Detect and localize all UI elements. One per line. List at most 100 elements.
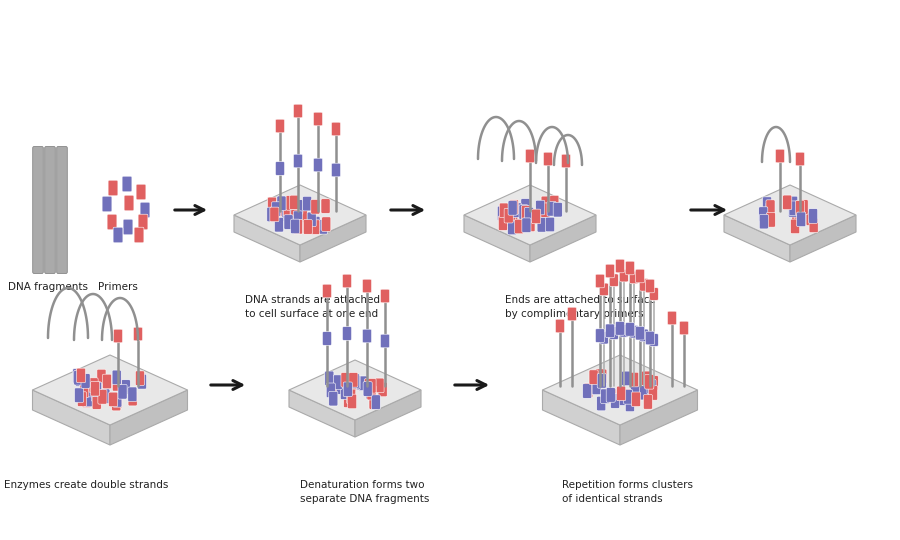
Polygon shape: [110, 390, 187, 445]
FancyBboxPatch shape: [498, 206, 507, 221]
FancyBboxPatch shape: [650, 288, 658, 300]
FancyBboxPatch shape: [606, 264, 615, 278]
FancyBboxPatch shape: [766, 213, 776, 227]
FancyBboxPatch shape: [631, 386, 640, 400]
FancyBboxPatch shape: [103, 374, 112, 389]
FancyBboxPatch shape: [334, 380, 343, 394]
FancyBboxPatch shape: [364, 379, 373, 393]
FancyBboxPatch shape: [325, 371, 334, 386]
FancyBboxPatch shape: [515, 219, 524, 234]
FancyBboxPatch shape: [544, 152, 553, 166]
FancyBboxPatch shape: [109, 392, 118, 407]
FancyBboxPatch shape: [107, 214, 117, 230]
FancyBboxPatch shape: [112, 376, 122, 391]
FancyBboxPatch shape: [113, 329, 122, 343]
FancyBboxPatch shape: [562, 154, 571, 168]
FancyBboxPatch shape: [122, 380, 130, 394]
FancyBboxPatch shape: [290, 195, 299, 210]
Polygon shape: [32, 355, 187, 425]
FancyBboxPatch shape: [81, 374, 90, 388]
Text: Primers: Primers: [98, 282, 138, 292]
FancyBboxPatch shape: [375, 378, 384, 393]
FancyBboxPatch shape: [310, 217, 320, 231]
FancyBboxPatch shape: [796, 200, 805, 215]
FancyBboxPatch shape: [522, 218, 531, 233]
FancyBboxPatch shape: [630, 271, 638, 284]
Text: DNA strands are attached
to cell surface at one end: DNA strands are attached to cell surface…: [245, 295, 380, 319]
FancyBboxPatch shape: [618, 391, 627, 406]
FancyBboxPatch shape: [363, 382, 373, 396]
FancyBboxPatch shape: [113, 227, 123, 243]
FancyBboxPatch shape: [76, 372, 85, 386]
FancyBboxPatch shape: [102, 196, 112, 212]
FancyBboxPatch shape: [73, 369, 82, 383]
FancyBboxPatch shape: [340, 385, 349, 400]
FancyBboxPatch shape: [128, 392, 137, 406]
FancyBboxPatch shape: [599, 283, 608, 296]
FancyBboxPatch shape: [790, 219, 800, 234]
FancyBboxPatch shape: [346, 389, 356, 404]
FancyBboxPatch shape: [626, 261, 634, 275]
FancyBboxPatch shape: [367, 379, 376, 393]
FancyBboxPatch shape: [645, 331, 654, 345]
FancyBboxPatch shape: [45, 146, 55, 273]
FancyBboxPatch shape: [626, 397, 634, 411]
FancyBboxPatch shape: [508, 208, 518, 223]
FancyBboxPatch shape: [371, 395, 381, 409]
FancyBboxPatch shape: [32, 146, 43, 273]
FancyBboxPatch shape: [290, 209, 299, 224]
FancyBboxPatch shape: [91, 387, 101, 401]
FancyBboxPatch shape: [275, 161, 284, 176]
FancyBboxPatch shape: [333, 375, 342, 389]
FancyBboxPatch shape: [322, 284, 331, 298]
FancyBboxPatch shape: [760, 214, 769, 229]
FancyBboxPatch shape: [799, 200, 808, 214]
FancyBboxPatch shape: [508, 200, 518, 215]
FancyBboxPatch shape: [123, 219, 133, 235]
FancyBboxPatch shape: [108, 180, 118, 196]
FancyBboxPatch shape: [541, 203, 550, 218]
FancyBboxPatch shape: [112, 396, 121, 411]
FancyBboxPatch shape: [293, 154, 302, 168]
Text: Repetition forms clusters
of identical strands: Repetition forms clusters of identical s…: [562, 480, 693, 504]
FancyBboxPatch shape: [85, 382, 94, 397]
FancyBboxPatch shape: [270, 207, 279, 222]
FancyBboxPatch shape: [626, 322, 634, 336]
FancyBboxPatch shape: [313, 158, 322, 172]
Polygon shape: [355, 390, 421, 437]
FancyBboxPatch shape: [291, 219, 300, 234]
FancyBboxPatch shape: [609, 274, 618, 287]
FancyBboxPatch shape: [303, 220, 312, 234]
FancyBboxPatch shape: [806, 211, 815, 226]
FancyBboxPatch shape: [282, 207, 291, 221]
FancyBboxPatch shape: [272, 202, 281, 217]
FancyBboxPatch shape: [122, 176, 132, 192]
FancyBboxPatch shape: [607, 388, 616, 402]
FancyBboxPatch shape: [499, 216, 508, 231]
FancyBboxPatch shape: [507, 212, 516, 226]
FancyBboxPatch shape: [616, 386, 625, 401]
FancyBboxPatch shape: [299, 208, 308, 222]
FancyBboxPatch shape: [537, 218, 546, 232]
FancyBboxPatch shape: [137, 374, 147, 388]
FancyBboxPatch shape: [101, 389, 110, 403]
FancyBboxPatch shape: [92, 382, 101, 396]
FancyBboxPatch shape: [584, 383, 593, 397]
FancyBboxPatch shape: [328, 380, 337, 394]
FancyBboxPatch shape: [113, 394, 122, 408]
FancyBboxPatch shape: [639, 386, 648, 400]
Polygon shape: [300, 215, 366, 262]
FancyBboxPatch shape: [759, 207, 768, 221]
FancyBboxPatch shape: [788, 202, 797, 217]
FancyBboxPatch shape: [610, 394, 620, 408]
FancyBboxPatch shape: [124, 195, 134, 211]
FancyBboxPatch shape: [521, 199, 530, 213]
FancyBboxPatch shape: [650, 334, 658, 346]
FancyBboxPatch shape: [310, 220, 320, 234]
FancyBboxPatch shape: [509, 200, 518, 214]
Polygon shape: [530, 215, 596, 262]
FancyBboxPatch shape: [616, 322, 625, 335]
FancyBboxPatch shape: [630, 326, 638, 338]
FancyBboxPatch shape: [649, 386, 658, 400]
FancyBboxPatch shape: [599, 332, 608, 344]
